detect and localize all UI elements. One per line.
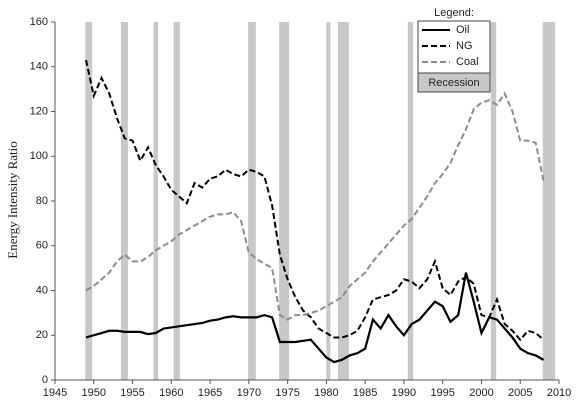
recession-band [120,22,128,380]
recession-band [248,22,256,380]
recession-band [542,22,556,380]
recession-band [279,22,290,380]
x-tick-label: 2005 [508,387,532,399]
recession-band [153,22,159,380]
y-tick-label: 80 [36,195,48,207]
y-tick-label: 60 [36,240,48,252]
recession-band [326,22,331,380]
x-tick-label: 1995 [430,387,454,399]
x-tick-label: 2000 [469,387,493,399]
y-tick-label: 140 [30,61,48,73]
x-tick-label: 1970 [237,387,261,399]
legend-label: NG [456,40,473,52]
y-tick-label: 0 [42,374,48,386]
recession-band [85,22,93,380]
y-tick-label: 120 [30,105,48,117]
x-tick-label: 1965 [198,387,222,399]
series-line [85,91,545,321]
x-tick-label: 1980 [314,387,338,399]
x-tick-label: 1945 [43,387,67,399]
legend-title: Legend: [434,7,474,19]
legend-recession-label: Recession [428,77,479,89]
x-tick-label: 1975 [275,387,299,399]
x-tick-label: 1950 [82,387,106,399]
legend-frame [417,20,491,74]
legend-label: Oil [456,24,469,36]
legend-recession [417,72,491,93]
recession-band [173,22,180,380]
recession-band [338,22,349,380]
y-tick-label: 20 [36,329,48,341]
recession-band [407,22,414,380]
series-line [85,59,545,342]
y-axis-label: Energy Intensity Ratio [5,141,20,258]
y-tick-label: 40 [36,284,48,296]
x-tick-label: 1955 [120,387,144,399]
y-tick-label: 100 [30,150,48,162]
x-tick-label: 2010 [547,387,571,399]
y-tick-label: 160 [30,16,48,28]
x-tick-label: 1990 [392,387,416,399]
legend-label: Coal [456,56,479,68]
x-tick-label: 1985 [353,387,377,399]
recession-band [490,22,497,380]
x-tick-label: 1960 [159,387,183,399]
